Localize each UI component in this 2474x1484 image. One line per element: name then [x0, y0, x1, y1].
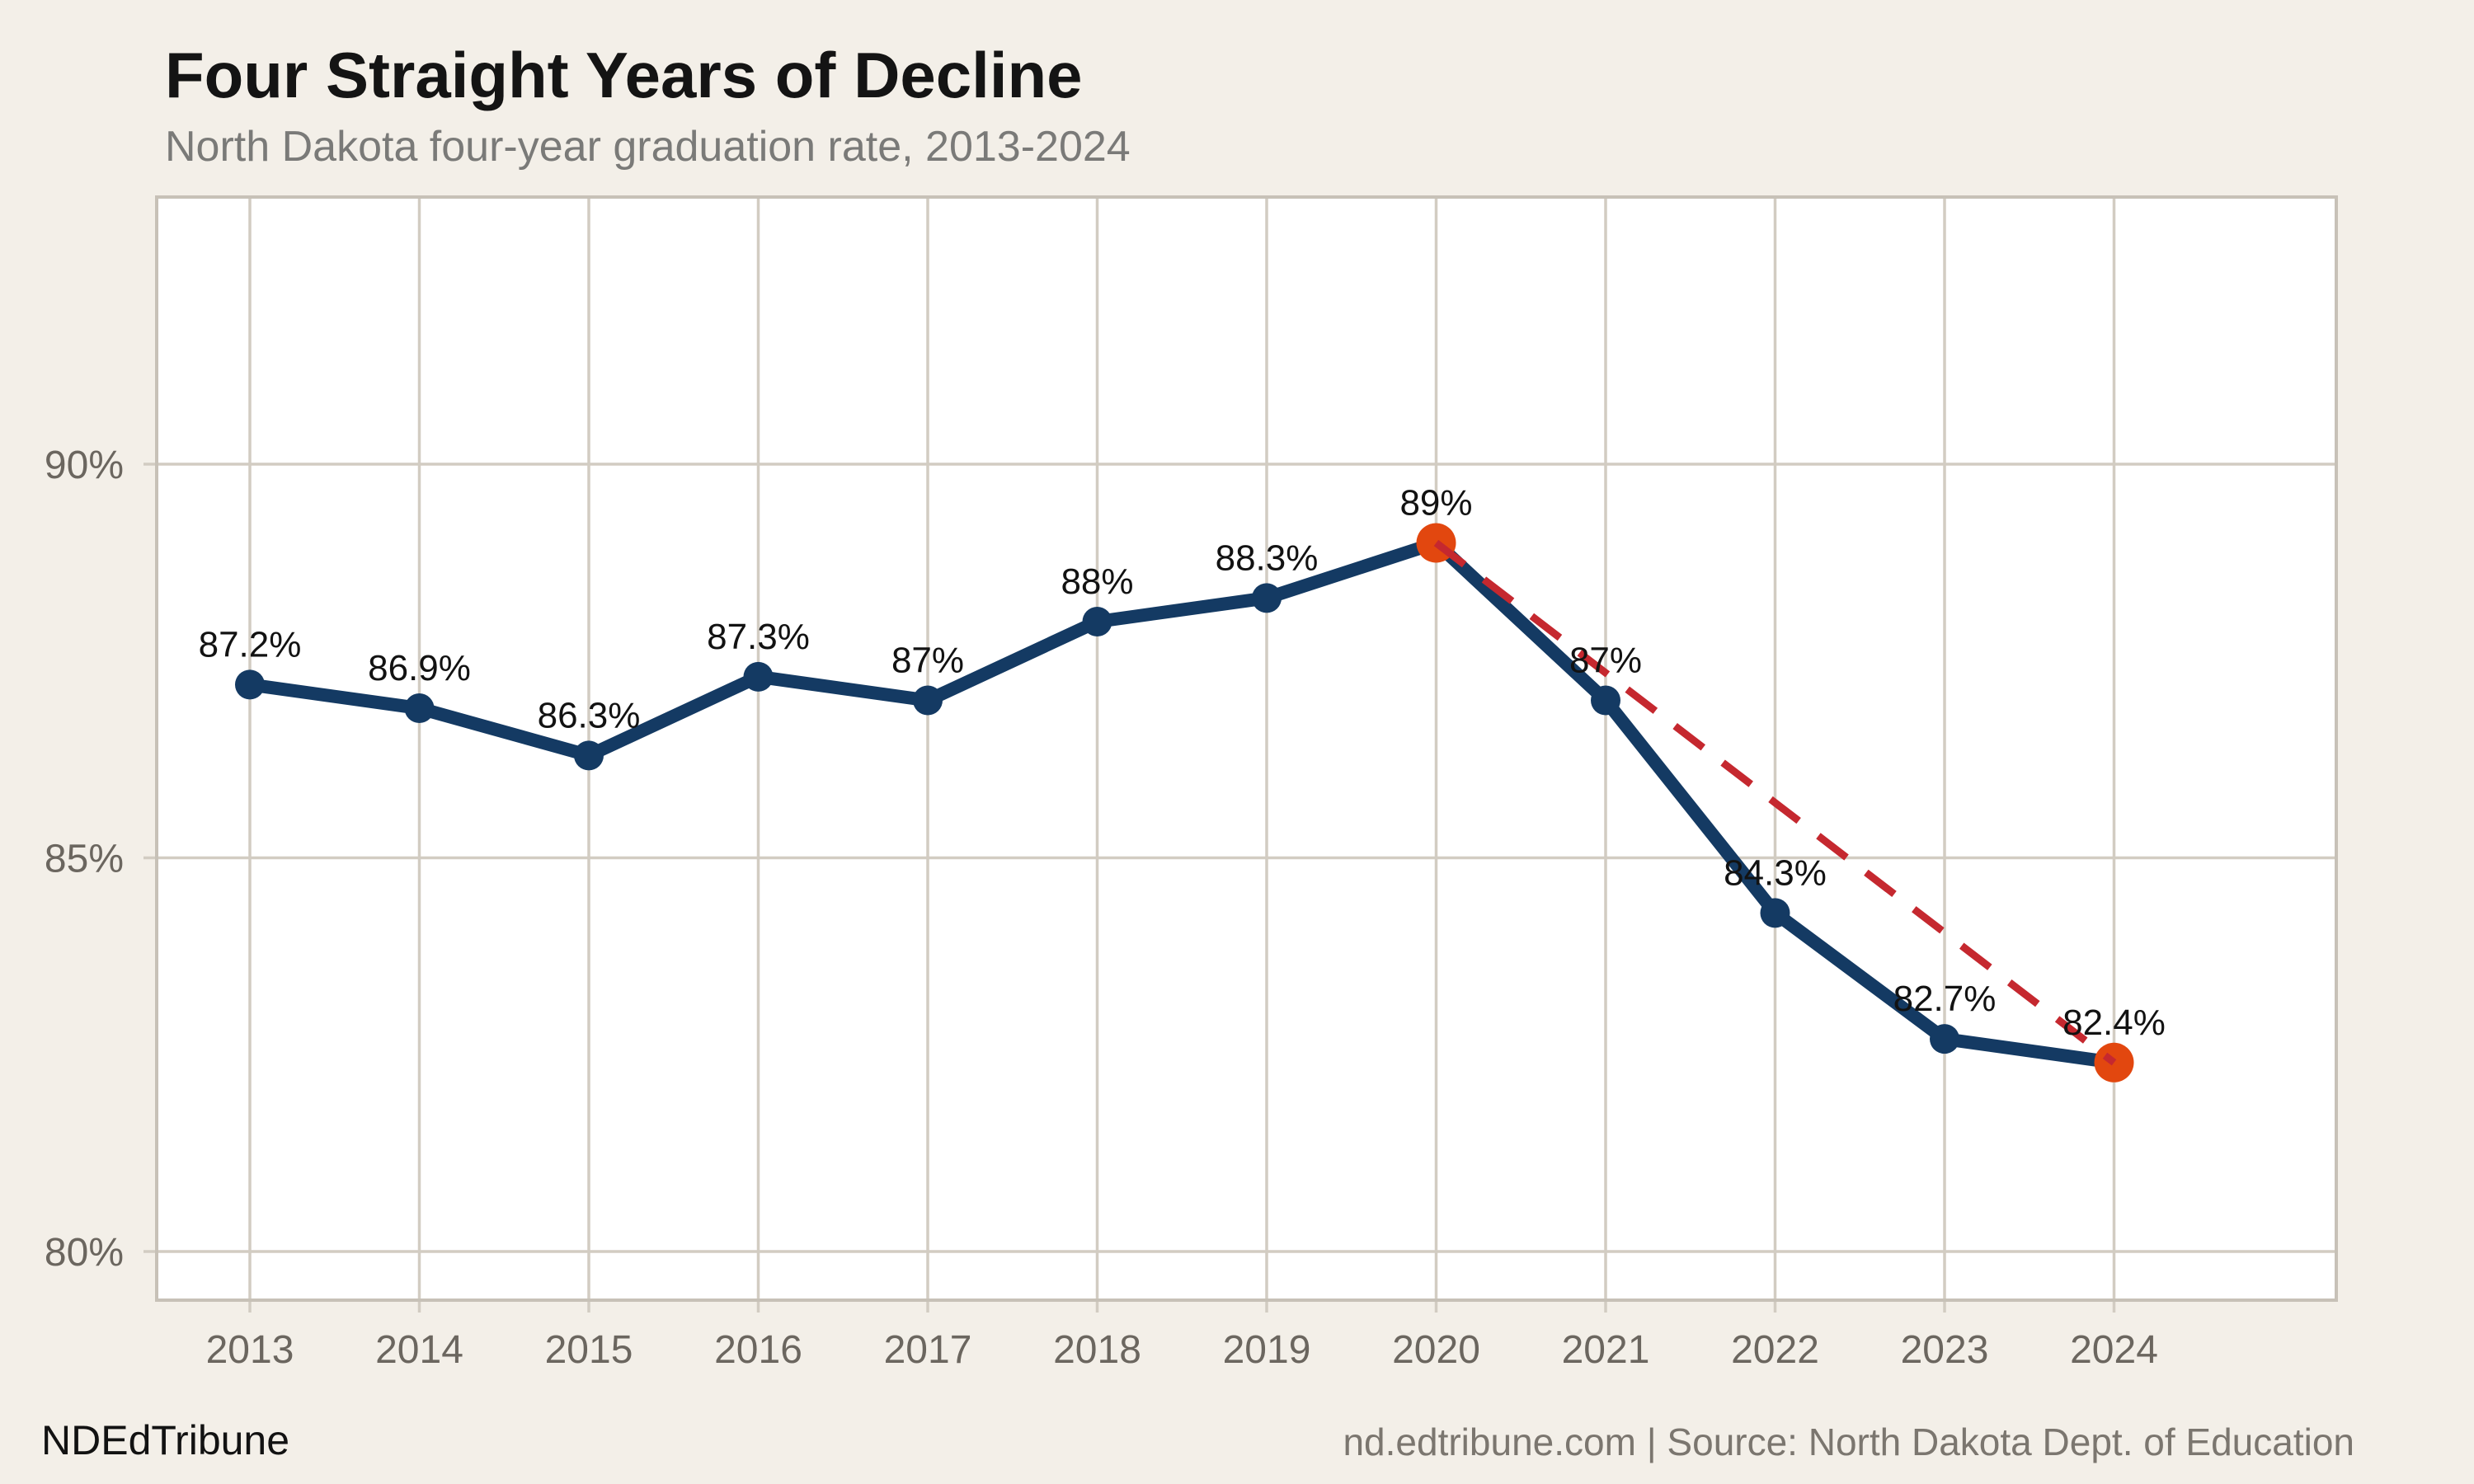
- x-tick-label: 2015: [545, 1328, 633, 1372]
- y-tick-label: 80%: [45, 1231, 124, 1275]
- point-value-label: 87%: [1569, 641, 1642, 681]
- point-value-label: 87%: [891, 641, 964, 681]
- data-point: [404, 693, 435, 724]
- point-value-label: 87.2%: [199, 624, 302, 665]
- graduation-rate-line: [243, 536, 2121, 1069]
- x-tick-label: 2024: [2070, 1328, 2158, 1372]
- point-value-label: 89%: [1399, 483, 1472, 524]
- point-value-label: 86.3%: [538, 695, 641, 735]
- footer-brand: NDEdTribune: [41, 1417, 290, 1463]
- point-value-label: 88%: [1061, 561, 1133, 602]
- x-tick-label: 2016: [714, 1328, 802, 1372]
- data-point: [1082, 607, 1112, 636]
- point-value-label: 88.3%: [1216, 538, 1319, 578]
- data-point: [1591, 685, 1620, 716]
- data-point: [1760, 898, 1790, 928]
- data-point: [574, 740, 604, 771]
- data-point: [913, 685, 943, 716]
- plot-border: [155, 195, 2338, 1302]
- x-tick-label: 2014: [375, 1328, 463, 1372]
- x-tick-label: 2019: [1223, 1328, 1311, 1372]
- x-tick-label: 2013: [206, 1328, 294, 1372]
- x-tick-label: 2020: [1392, 1328, 1480, 1372]
- x-tick-label: 2021: [1562, 1328, 1650, 1372]
- point-value-label: 84.3%: [1724, 852, 1827, 893]
- plot-area: [157, 197, 2336, 1300]
- x-tick-label: 2023: [1901, 1328, 1989, 1372]
- point-value-label: 86.9%: [368, 648, 471, 688]
- x-tick-label: 2017: [884, 1328, 972, 1372]
- data-point: [743, 661, 774, 692]
- data-point: [1930, 1024, 1959, 1054]
- x-tick-label: 2022: [1731, 1328, 1819, 1372]
- data-point: [1252, 583, 1282, 613]
- y-tick-label: 85%: [45, 838, 124, 881]
- data-point: [235, 669, 265, 700]
- y-tick-label: 90%: [45, 444, 124, 487]
- chart-subtitle: North Dakota four-year graduation rate, …: [165, 123, 1131, 171]
- peak-to-latest-dashed-line: [1433, 539, 2117, 1066]
- chart-title: Four Straight Years of Decline: [165, 39, 1083, 111]
- point-value-label: 82.4%: [2062, 1003, 2166, 1043]
- point-value-label: 82.7%: [1893, 979, 1997, 1019]
- point-value-label: 87.3%: [707, 617, 810, 657]
- footer-source-attribution: nd.edtribune.com | Source: North Dakota …: [1343, 1421, 2354, 1463]
- x-tick-label: 2018: [1053, 1328, 1141, 1372]
